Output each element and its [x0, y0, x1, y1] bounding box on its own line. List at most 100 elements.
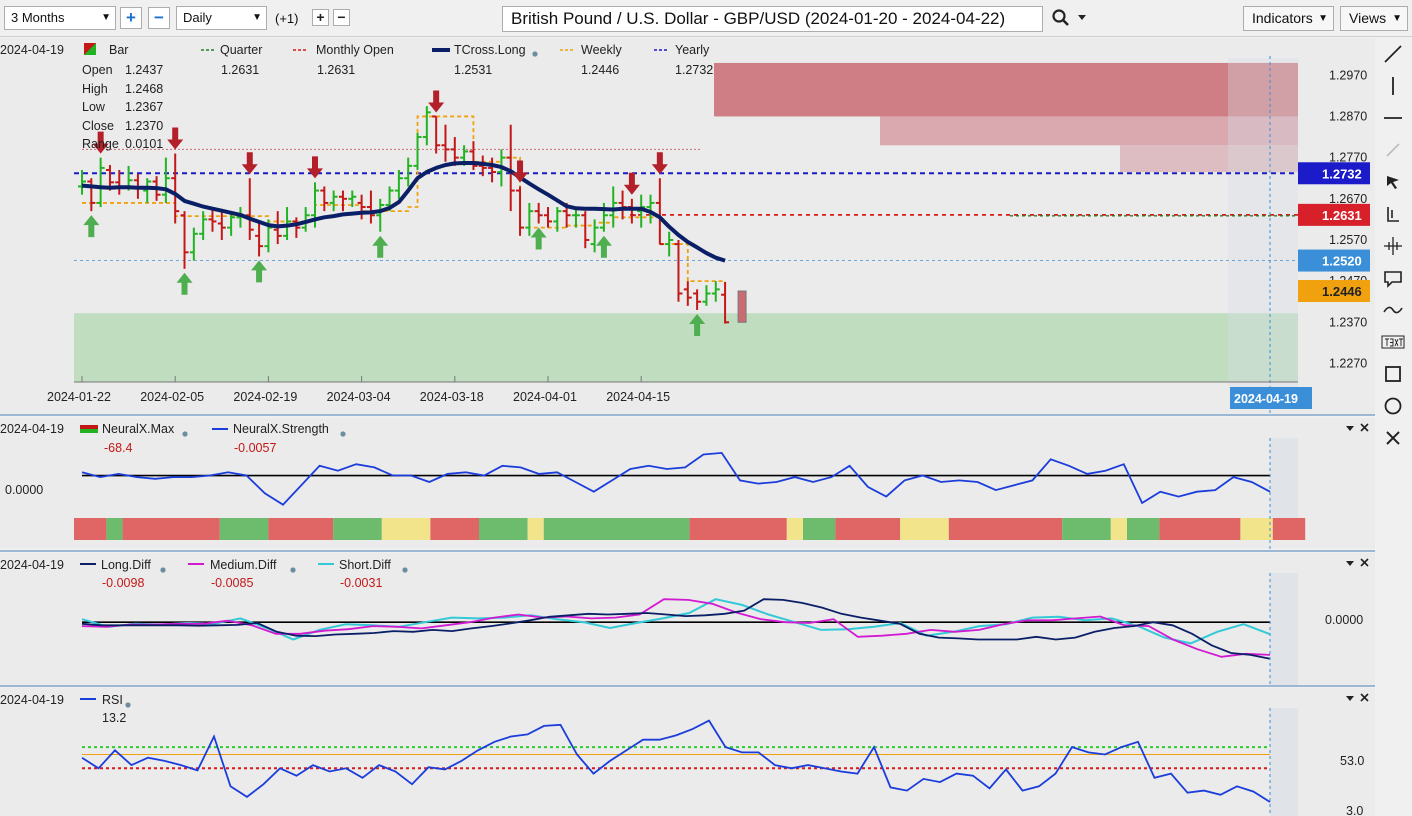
- search-icon: [1052, 9, 1086, 26]
- tcross-long-value: 1.2531: [454, 63, 492, 77]
- zoom-in-button[interactable]: +: [120, 7, 142, 29]
- rectangle-tool[interactable]: [1379, 360, 1407, 388]
- ray-icon: [1386, 143, 1400, 157]
- vertical-line-tool[interactable]: [1379, 72, 1407, 100]
- price-y-tick: 1.2270: [1329, 356, 1367, 370]
- buy-signal-arrow: [372, 235, 389, 258]
- long-diff-value: -0.0098: [102, 576, 144, 590]
- legend-quarter: Quarter: [220, 43, 262, 57]
- ohlc-range-value: 0.0101: [125, 137, 163, 151]
- tcross-long-line: [81, 161, 726, 263]
- fib-icon: [1387, 207, 1399, 222]
- horizontal-line-icon: [1384, 117, 1402, 119]
- info-dot-icon: [125, 702, 131, 708]
- period-value: 3 Months: [11, 10, 65, 25]
- offset-label: (+1): [275, 11, 299, 26]
- buy-signal-arrow: [176, 272, 193, 295]
- rsi-y-tick-3: 3.0: [1346, 804, 1363, 816]
- rsi-panel[interactable]: 2024-04-19 RSI 13.2 53.0 3.0: [0, 688, 1375, 816]
- neuralx-max-swatch: [80, 425, 98, 429]
- current-date-tag: [1230, 387, 1312, 409]
- close-icon[interactable]: [1360, 423, 1369, 432]
- signal-strip-segment: [381, 518, 431, 540]
- signal-strip-segment: [1240, 518, 1273, 540]
- views-button[interactable]: Views ▼: [1340, 6, 1408, 31]
- callout-tool[interactable]: [1379, 264, 1407, 292]
- rsi-panel-background: [0, 688, 1375, 816]
- price-tag-label: 1.2732: [1322, 166, 1362, 181]
- panel-menu-icon[interactable]: [1346, 426, 1354, 431]
- panel-menu-icon[interactable]: [1346, 696, 1354, 701]
- price-tag-label: 1.2631: [1322, 208, 1362, 223]
- text-tool[interactable]: [1379, 328, 1407, 356]
- wave-icon: [1383, 306, 1403, 314]
- signal-strip-segment: [74, 518, 107, 540]
- instrument-title: British Pound / U.S. Dollar - GBP/USD (2…: [502, 6, 1043, 32]
- delete-drawings-tool[interactable]: [1379, 424, 1407, 452]
- sell-signal-arrow: [512, 160, 529, 183]
- views-label: Views: [1349, 10, 1387, 26]
- horizontal-line-tool[interactable]: [1379, 104, 1407, 132]
- trend-line-tool[interactable]: [1379, 40, 1407, 68]
- info-dot-icon: [290, 567, 296, 573]
- signal-strip-segment: [1159, 518, 1241, 540]
- ellipse-tool[interactable]: [1379, 392, 1407, 420]
- neuralx-max-swatch-green: [80, 429, 98, 433]
- price-tag-label: 1.2446: [1322, 284, 1362, 299]
- interval-select[interactable]: Daily ▼: [176, 6, 267, 30]
- signal-strip-segment: [803, 518, 836, 540]
- period-select[interactable]: 3 Months ▼: [4, 6, 116, 30]
- price-panel[interactable]: 1.29701.28701.27701.26701.25701.24701.23…: [0, 38, 1375, 414]
- indicators-button[interactable]: Indicators ▼: [1243, 6, 1334, 31]
- panel-menu-icon[interactable]: [1346, 561, 1354, 566]
- rsi-line: [81, 719, 1271, 803]
- ohlc-close-value: 1.2370: [125, 119, 163, 133]
- instrument-title-text: British Pound / U.S. Dollar - GBP/USD (2…: [511, 9, 1006, 28]
- support-zone: [74, 313, 1298, 382]
- forecast-shade: [1270, 573, 1298, 685]
- diff-panel[interactable]: 2024-04-19 Long.Diff Medium.Diff Short.D…: [0, 553, 1375, 685]
- diff-panel-background: [0, 553, 1375, 685]
- neuralx-strength-value: -0.0057: [234, 441, 276, 455]
- ray-tool[interactable]: [1379, 136, 1407, 164]
- diagonal-line-icon: [1384, 45, 1402, 63]
- ohlc-range-label: Range: [82, 137, 119, 151]
- zoom-out-button[interactable]: −: [148, 7, 170, 29]
- buy-signal-arrow: [595, 235, 612, 258]
- sell-signal-arrow: [241, 152, 258, 175]
- signal-strip-segment: [430, 518, 479, 540]
- legend-monthly-open: Monthly Open: [316, 43, 394, 57]
- interval-value: Daily: [183, 10, 212, 25]
- chevron-down-icon: ▼: [1318, 13, 1328, 24]
- price-tag: [1298, 162, 1370, 185]
- wave-tool[interactable]: [1379, 296, 1407, 324]
- price-legend: 2024-04-19 Bar Quarter Monthly Open TCro…: [0, 43, 713, 151]
- info-dot-icon: [402, 567, 408, 573]
- legend-medium-diff: Medium.Diff: [210, 558, 277, 572]
- medium-diff-value: -0.0085: [211, 576, 253, 590]
- close-icon[interactable]: [1360, 693, 1369, 702]
- fib-tool[interactable]: [1379, 200, 1407, 228]
- x-axis-tick-label: 2024-04-01: [513, 390, 577, 404]
- circle-icon: [1384, 397, 1402, 415]
- offset-plus-button[interactable]: +: [312, 9, 329, 26]
- chart-area[interactable]: 1.29701.28701.27701.26701.25701.24701.23…: [0, 38, 1375, 816]
- close-icon[interactable]: [1360, 558, 1369, 567]
- x-axis-tick-label: 2024-01-22: [47, 390, 111, 404]
- crosshair-tool[interactable]: [1379, 232, 1407, 260]
- neuralx-panel[interactable]: 2024-04-19 NeuralX.Max NeuralX.Strength …: [0, 418, 1375, 550]
- short-diff-value: -0.0031: [340, 576, 382, 590]
- signal-strip-segment: [219, 518, 269, 540]
- resistance-zone-lower: [880, 116, 1298, 146]
- legend-rsi: RSI: [102, 693, 123, 707]
- buy-signal-arrow: [251, 260, 268, 283]
- neuralx-legend-date: 2024-04-19: [0, 422, 64, 436]
- search-button[interactable]: [1050, 6, 1090, 30]
- price-y-tick: 1.2870: [1329, 109, 1367, 123]
- rsi-legend-date: 2024-04-19: [0, 693, 64, 707]
- legend-neuralx-strength: NeuralX.Strength: [233, 422, 329, 436]
- signal-strip-segment: [786, 518, 803, 540]
- signal-strip-segment: [543, 518, 690, 540]
- cursor-tool[interactable]: [1379, 168, 1407, 196]
- offset-minus-button[interactable]: −: [333, 9, 350, 26]
